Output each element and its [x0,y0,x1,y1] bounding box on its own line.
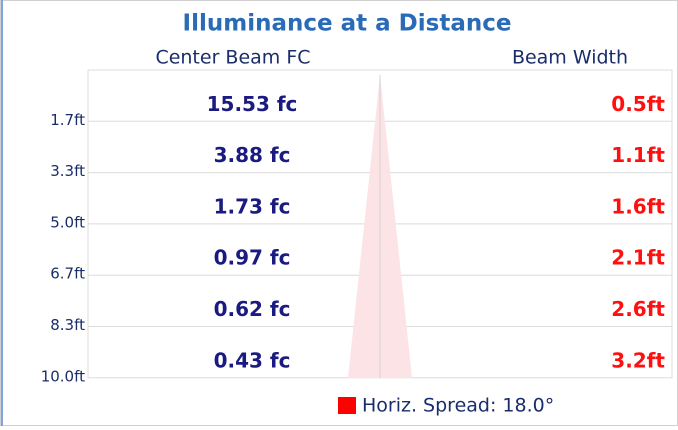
column-header: Beam Width [512,47,628,69]
beam-width: 0.5ft [611,92,665,116]
column-header: Center Beam FC [155,47,310,69]
legend-label: Horiz. Spread: 18.0° [362,395,554,417]
distance-label: 1.7ft [50,111,85,129]
center-beam-fc: 3.88 fc [214,143,291,167]
beam-width: 1.6ft [611,194,665,218]
distance-label: 6.7ft [50,265,85,283]
rows: 1.7ft 15.53 fc 0.5ft 3.3ft 3.88 fc 1.1ft 5.0ft… [41,92,666,385]
title: Illuminance at a Distance [183,11,512,37]
center-beam-fc: 1.73 fc [214,194,291,218]
legend-swatch [338,397,356,414]
distance-label: 8.3ft [50,316,85,334]
center-beam-fc: 0.97 fc [214,246,291,270]
beam-width: 2.1ft [611,246,665,270]
beam-width: 1.1ft [611,143,665,167]
center-beam-fc: 0.62 fc [214,297,291,321]
distance-label: 10.0ft [41,367,85,385]
center-beam-fc: 15.53 fc [207,92,298,116]
beam-width: 2.6ft [611,297,665,321]
distance-label: 3.3ft [50,162,85,180]
center-beam-fc: 0.43 fc [214,348,291,372]
beam-width: 3.2ft [611,348,665,372]
distance-label: 5.0ft [50,213,85,231]
